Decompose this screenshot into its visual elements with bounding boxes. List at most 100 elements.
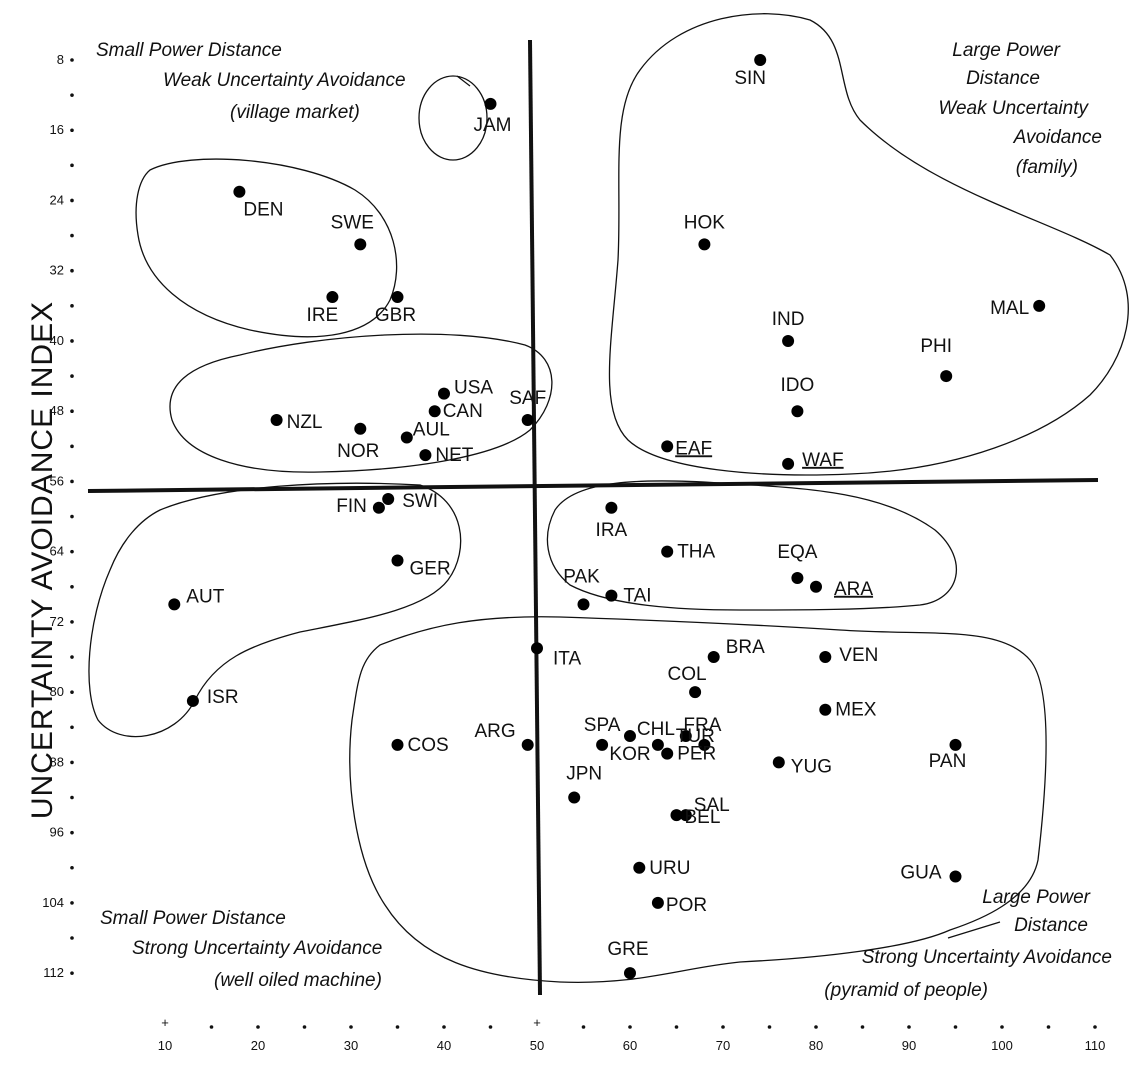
leader-lines	[456, 75, 1001, 939]
quadrant-label-top-left-line3: (village market)	[230, 102, 360, 123]
cluster-outlines	[88, 13, 1129, 983]
point-label-swi: SWI	[402, 491, 438, 512]
y-tick-dot	[70, 971, 74, 975]
y-tick-dot	[70, 128, 74, 133]
x-tick-label: 50	[530, 1038, 544, 1053]
point-label-sal: SAL	[694, 795, 730, 816]
point-label-aul: AUL	[413, 420, 450, 441]
x-tick-dot	[860, 1025, 865, 1029]
point-gua	[949, 870, 962, 883]
point-spa	[596, 738, 609, 751]
y-tick-label: 40	[50, 333, 64, 348]
y-tick-dot	[70, 58, 74, 62]
quadrant-label-top-right-line5: (family)	[1016, 157, 1078, 178]
point-label-bra: BRA	[726, 637, 765, 658]
point-label-col: COL	[668, 664, 707, 685]
x-tick-dot	[721, 1025, 725, 1029]
y-tick-label: 72	[50, 614, 64, 629]
point-nor	[354, 422, 367, 435]
y-tick-label: 96	[50, 825, 64, 840]
point-bra	[707, 651, 720, 664]
quadrant-labels: Small Power Distance Weak Uncertainty Av…	[96, 40, 1112, 1001]
x-tick-dot	[1093, 1025, 1097, 1029]
point-ira	[605, 501, 618, 514]
x-tick-label: 40	[437, 1038, 451, 1053]
x-tick-label: 20	[251, 1038, 265, 1053]
point-waf	[782, 457, 795, 470]
point-label-isr: ISR	[207, 687, 239, 708]
y-tick-dot	[70, 549, 74, 554]
quadrant-label-top-right-line1: Large Power	[952, 40, 1060, 61]
y-tick-dot	[70, 830, 74, 835]
point-label-ire: IRE	[307, 305, 339, 326]
x-tick-dot	[1000, 1025, 1004, 1029]
point-ara	[810, 580, 822, 593]
point-label-uru: URU	[649, 858, 690, 879]
point-label-usa: USA	[454, 378, 493, 399]
point-label-spa: SPA	[584, 715, 621, 736]
point-label-ido: IDO	[781, 375, 815, 396]
x-tick-label: 80	[809, 1038, 823, 1053]
cluster-germanic	[88, 482, 462, 738]
x-tick-dot	[953, 1025, 958, 1029]
quadrant-label-bottom-left-line2: Strong Uncertainty Avoidance	[132, 938, 382, 959]
point-label-den: DEN	[243, 200, 283, 221]
point-fra	[698, 738, 711, 751]
point-label-mex: MEX	[835, 700, 877, 721]
x-tick-label: 90	[902, 1038, 916, 1053]
x-tick-label: 10	[158, 1038, 172, 1053]
y-tick-dot	[70, 690, 74, 694]
y-tick-label: 48	[50, 403, 64, 418]
x-tick-label: 70	[716, 1038, 730, 1053]
x-tick-dot	[302, 1025, 307, 1029]
point-label-gua: GUA	[900, 863, 942, 884]
point-uru	[633, 861, 646, 874]
point-jam	[484, 97, 497, 110]
x-tick-dot	[767, 1025, 772, 1029]
leader-line-pyramid	[947, 921, 1001, 939]
point-label-hok: HOK	[684, 212, 726, 233]
point-eqa	[791, 572, 804, 585]
point-label-arg: ARG	[475, 721, 516, 742]
y-tick-dot	[70, 620, 74, 624]
y-tick-dot	[70, 585, 74, 589]
point-label-gre: GRE	[607, 939, 648, 960]
y-tick-dot	[70, 760, 74, 765]
point-ind	[782, 334, 795, 347]
cluster-latin-south	[349, 616, 1047, 983]
point-ita	[531, 642, 543, 655]
y-axis-ticks: 8 16 24 32 40 48 56 64 72 80 88 96 104 112	[42, 52, 74, 980]
point-swe	[354, 238, 367, 251]
point-ger	[391, 554, 404, 567]
point-nzl	[270, 413, 283, 426]
x-tick-dot	[1046, 1025, 1051, 1029]
x-tick-dot	[628, 1025, 632, 1029]
point-label-ara: ARA	[834, 579, 873, 600]
point-label-ind: IND	[772, 309, 805, 330]
quadrant-label-bottom-left-line1: Small Power Distance	[100, 908, 286, 929]
point-label-pan: PAN	[929, 751, 967, 772]
point-label-chl: CHL	[637, 719, 675, 740]
y-tick-dot	[70, 865, 74, 870]
y-tick-label: 80	[50, 684, 64, 699]
x-tick-dot	[488, 1025, 493, 1029]
point-label-jpn: JPN	[566, 764, 602, 785]
point-label-pak: PAK	[563, 566, 600, 587]
point-chl	[651, 738, 664, 751]
y-tick-dot	[70, 936, 74, 940]
point-ido	[791, 405, 804, 418]
quadrant-label-top-right-line4: Avoidance	[1013, 127, 1102, 148]
quadrant-label-bottom-right-line2: Distance	[1014, 915, 1088, 936]
quadrant-label-bottom-right-line1: Large Power	[982, 887, 1090, 908]
y-tick-label: 64	[50, 544, 64, 559]
y-tick-label: 104	[42, 895, 64, 910]
point-label-saf: SAF	[509, 388, 546, 409]
point-col	[689, 686, 702, 699]
quadrant-label-top-right-line3: Weak Uncertainty	[938, 98, 1089, 119]
quadrant-label-bottom-right-line4: (pyramid of people)	[824, 980, 988, 1001]
y-tick-label: 16	[50, 122, 64, 137]
point-fin	[372, 501, 385, 514]
y-tick-dot	[70, 514, 74, 519]
